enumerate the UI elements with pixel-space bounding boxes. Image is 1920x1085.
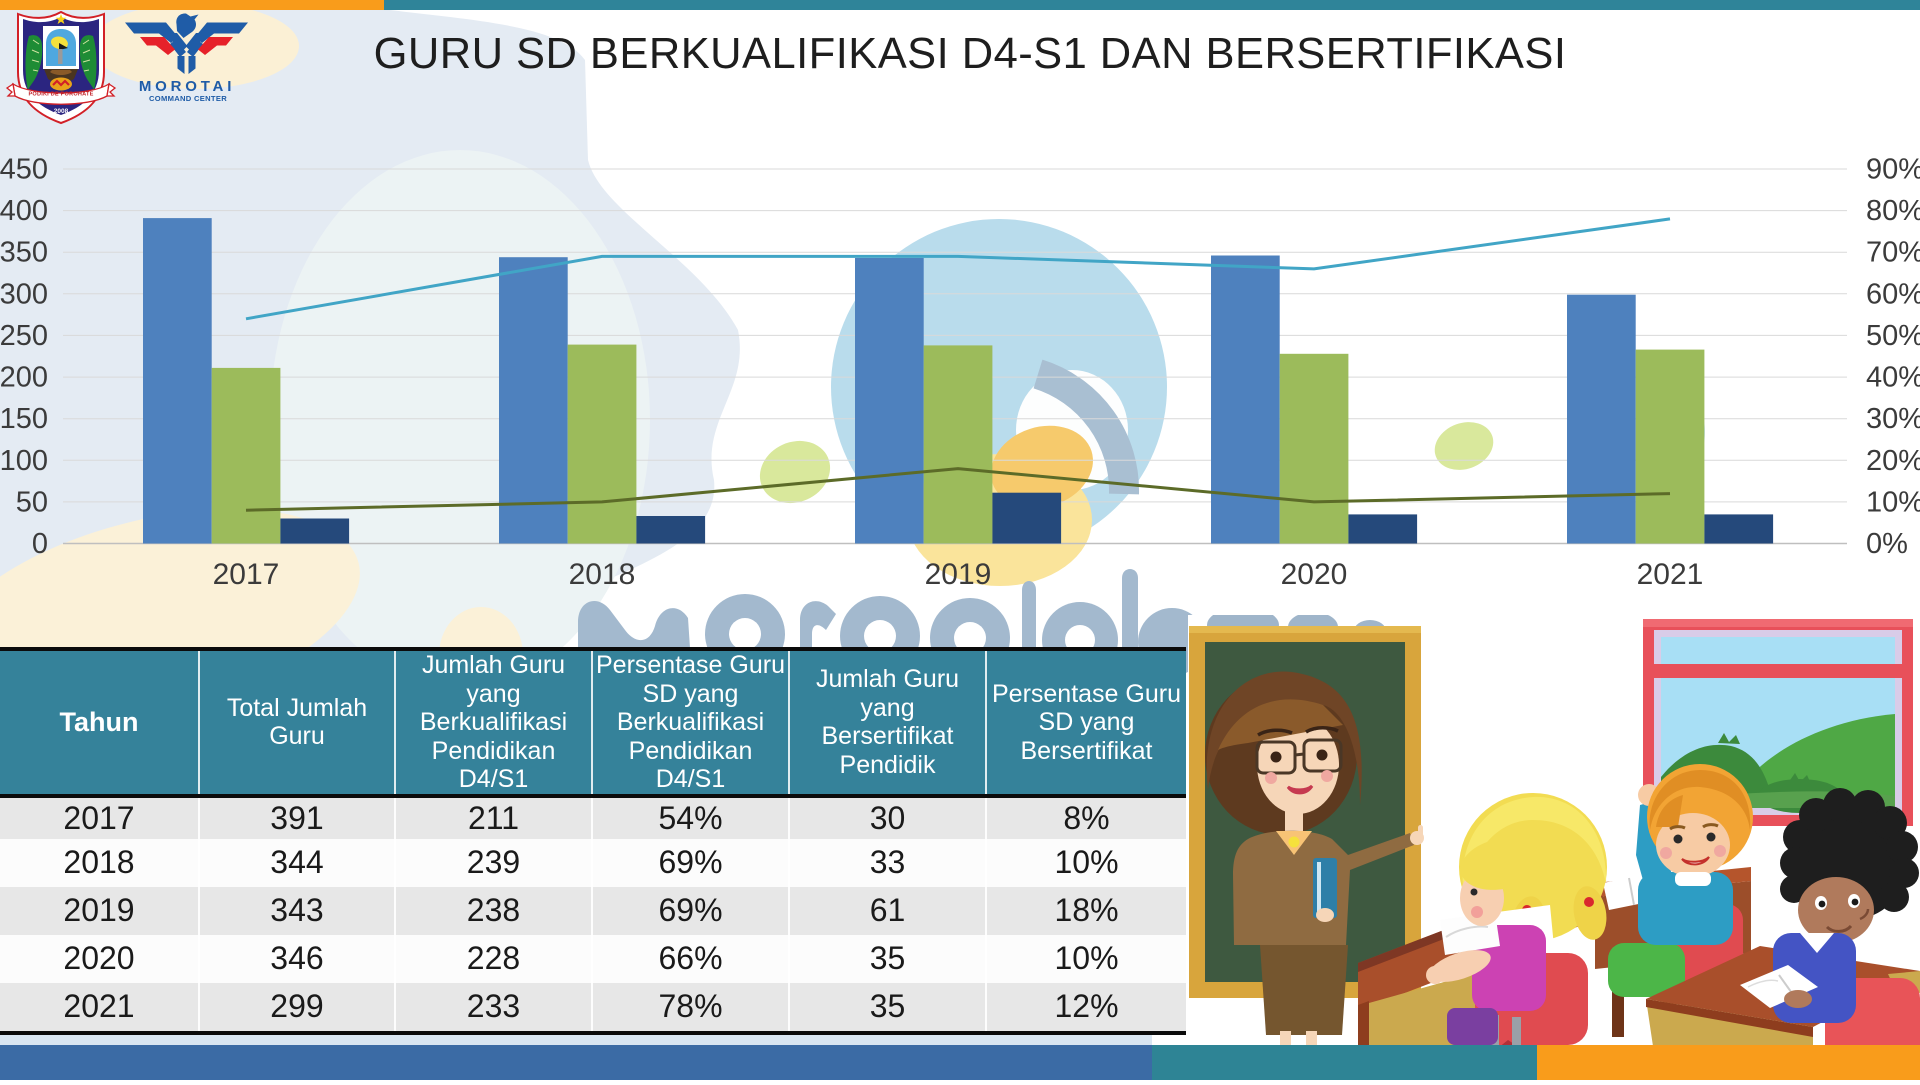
svg-text:250: 250 xyxy=(0,320,48,352)
svg-text:70%: 70% xyxy=(1866,237,1920,269)
svg-text:2019: 2019 xyxy=(925,558,992,591)
svg-text:100: 100 xyxy=(0,445,48,477)
svg-text:90%: 90% xyxy=(1866,154,1920,186)
svg-text:60%: 60% xyxy=(1866,278,1920,310)
svg-text:MOROTAI: MOROTAI xyxy=(139,78,235,95)
svg-text:2018: 2018 xyxy=(569,558,636,591)
svg-text:450: 450 xyxy=(0,154,48,186)
svg-text:30%: 30% xyxy=(1866,403,1920,435)
svg-text:COMMAND CENTER: COMMAND CENTER xyxy=(149,94,227,103)
svg-text:PODIKI DE POROHATE: PODIKI DE POROHATE xyxy=(28,92,93,98)
svg-text:80%: 80% xyxy=(1866,195,1920,227)
svg-text:2021: 2021 xyxy=(1637,558,1704,591)
svg-text:2020: 2020 xyxy=(1281,558,1348,591)
svg-text:50: 50 xyxy=(16,486,48,518)
svg-text:400: 400 xyxy=(0,195,48,227)
svg-text:50%: 50% xyxy=(1866,320,1920,352)
svg-text:2008: 2008 xyxy=(54,108,69,115)
svg-text:2017: 2017 xyxy=(213,558,280,591)
svg-text:200: 200 xyxy=(0,362,48,394)
svg-text:150: 150 xyxy=(0,403,48,435)
svg-text:300: 300 xyxy=(0,278,48,310)
svg-text:0: 0 xyxy=(32,528,48,560)
svg-text:40%: 40% xyxy=(1866,362,1920,394)
svg-text:350: 350 xyxy=(0,237,48,269)
svg-text:0%: 0% xyxy=(1866,528,1908,560)
svg-text:10%: 10% xyxy=(1866,486,1920,518)
svg-text:20%: 20% xyxy=(1866,445,1920,477)
